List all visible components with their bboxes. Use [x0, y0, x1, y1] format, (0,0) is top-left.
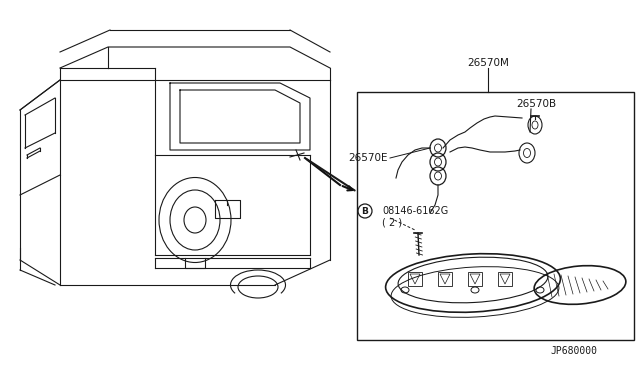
Text: JP680000: JP680000 [550, 346, 598, 356]
Text: B: B [362, 206, 369, 215]
Text: 26570E: 26570E [349, 153, 388, 163]
Text: ( 2 ): ( 2 ) [382, 217, 402, 227]
Text: 26570M: 26570M [467, 58, 509, 68]
Text: 26570B: 26570B [516, 99, 556, 109]
Bar [357, 92, 634, 340]
Text: 08146-6162G: 08146-6162G [382, 206, 448, 216]
